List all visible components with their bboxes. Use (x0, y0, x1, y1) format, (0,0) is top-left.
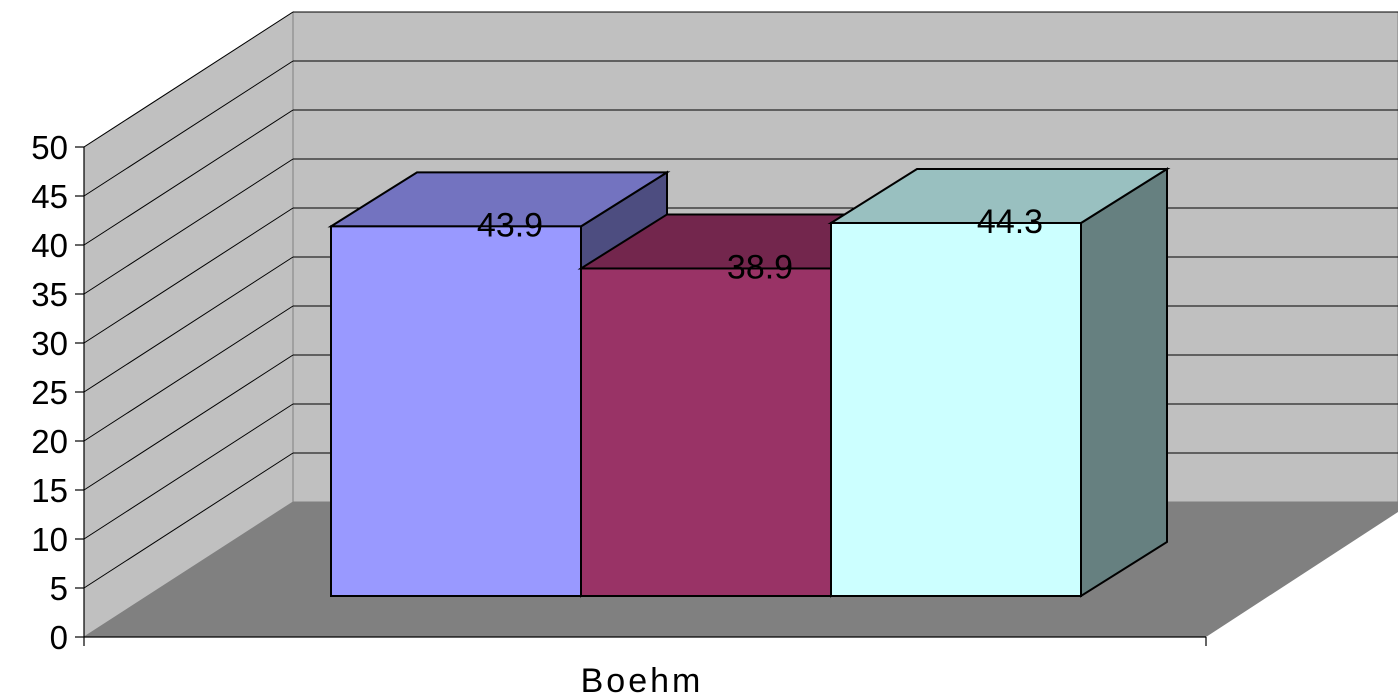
y-tick-label: 50 (31, 129, 68, 166)
y-tick-label: 20 (31, 423, 68, 460)
y-axis: 0 5 10 15 20 25 30 35 40 45 50 (31, 129, 85, 656)
data-label: 38.9 (727, 248, 793, 286)
gridline-side (83, 109, 294, 246)
bar-group (327, 167, 1171, 598)
y-tick-label: 10 (31, 521, 68, 558)
y-tick-label: 15 (31, 472, 68, 509)
gridline-side (83, 60, 294, 197)
gridline-side (83, 452, 294, 589)
y-tick-label: 45 (31, 178, 68, 215)
data-label: 44.3 (977, 203, 1043, 241)
gridline-side (83, 354, 294, 491)
x-tick-label: Boehm (581, 662, 704, 697)
bar-front (830, 221, 1082, 598)
bar (827, 167, 1171, 598)
y-tick-label: 5 (50, 570, 68, 607)
x-axis: Boehm (83, 636, 1207, 697)
gridline-side (83, 256, 294, 393)
gridline-side (83, 403, 294, 540)
gridline-side (83, 158, 294, 295)
gridline-side (83, 207, 294, 344)
data-label: 43.9 (477, 206, 543, 244)
data-labels: 43.9 38.9 44.3 (477, 203, 1043, 286)
y-tick-label: 0 (50, 619, 68, 656)
gridline-side (83, 11, 294, 148)
y-tick-label: 30 (31, 325, 68, 362)
y-tick-label: 25 (31, 374, 68, 411)
bar-front (580, 267, 832, 597)
y-tick-label: 40 (31, 227, 68, 264)
y-tick-label: 35 (31, 276, 68, 313)
bar-side (1080, 167, 1168, 598)
gridline-side (83, 305, 294, 442)
bar-front (330, 225, 582, 597)
